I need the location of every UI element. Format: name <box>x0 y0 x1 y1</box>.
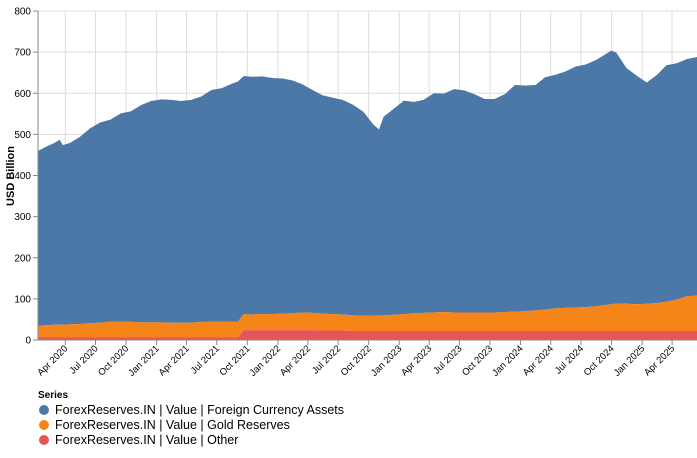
y-tick-label: 400 <box>14 171 31 182</box>
x-tick-label: Apr 2021 <box>157 343 192 378</box>
area-other <box>38 330 697 340</box>
y-tick-label: 300 <box>14 212 31 223</box>
y-tick-label: 0 <box>25 336 31 347</box>
area-series-group <box>38 50 697 340</box>
x-tick-label: Apr 2023 <box>399 343 434 378</box>
x-tick-label: Apr 2020 <box>35 343 70 378</box>
legend-swatch-gold-reserves <box>39 420 49 430</box>
legend-label-gold-reserves: ForexReserves.IN | Value | Gold Reserves <box>55 418 290 432</box>
legend-swatch-foreign-currency-assets <box>39 405 49 415</box>
y-tick-label: 800 <box>14 7 31 18</box>
area-foreign-currency-assets <box>38 50 697 326</box>
x-tick-label: Jul 2024 <box>553 343 586 376</box>
legend-item-other: ForexReserves.IN | Value | Other <box>39 433 238 447</box>
legend: Series ForexReserves.IN | Value | Foreig… <box>38 390 344 447</box>
y-axis-title: USD Billion <box>5 146 17 206</box>
legend-label-other: ForexReserves.IN | Value | Other <box>55 433 238 447</box>
x-tick-label: Oct 2020 <box>96 343 131 378</box>
x-tick-label: Jul 2021 <box>189 343 222 376</box>
legend-item-foreign-currency-assets: ForexReserves.IN | Value | Foreign Curre… <box>39 403 344 417</box>
y-tick-label: 100 <box>14 294 31 305</box>
x-tick-label: Apr 2025 <box>642 343 677 378</box>
area-gold-reserves <box>38 295 697 338</box>
x-tick-label: Apr 2022 <box>278 343 313 378</box>
legend-item-gold-reserves: ForexReserves.IN | Value | Gold Reserves <box>39 418 290 432</box>
x-tick-label: Jul 2022 <box>310 343 343 376</box>
x-tick-label: Oct 2024 <box>582 343 617 378</box>
x-tick-label: Apr 2024 <box>521 343 556 378</box>
x-tick-label: Oct 2023 <box>460 343 495 378</box>
x-tick-label: Oct 2021 <box>217 343 252 378</box>
x-tick-label: Jul 2023 <box>431 343 464 376</box>
y-axis: 0 100 200 300 400 500 600 700 800 <box>14 7 39 347</box>
y-tick-label: 700 <box>14 48 31 59</box>
legend-label-foreign-currency-assets: ForexReserves.IN | Value | Foreign Curre… <box>55 403 344 417</box>
x-tick-label: Oct 2022 <box>339 343 374 378</box>
x-tick-label: Jan 2022 <box>248 343 283 378</box>
x-tick-label: Jul 2020 <box>67 343 100 376</box>
legend-swatch-other <box>39 435 49 445</box>
x-tick-label: Jan 2021 <box>126 343 161 378</box>
y-tick-label: 600 <box>14 89 31 100</box>
x-tick-label: Jan 2023 <box>369 343 404 378</box>
legend-title: Series <box>38 390 68 401</box>
y-tick-label: 200 <box>14 253 31 264</box>
x-tick-label: Jan 2024 <box>490 343 525 378</box>
x-tick-label: Jan 2025 <box>612 343 647 378</box>
y-tick-label: 500 <box>14 130 31 141</box>
